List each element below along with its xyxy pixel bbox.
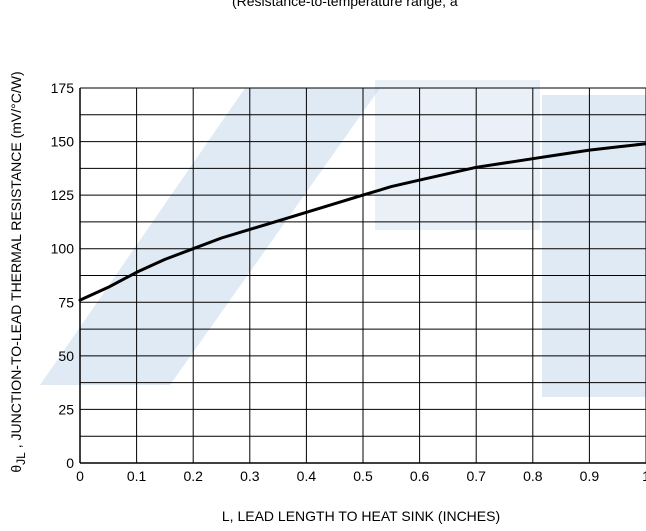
grid xyxy=(79,87,646,464)
y-tick-label: 0 xyxy=(66,455,74,471)
y-axis-label-subscript: JL xyxy=(14,452,28,465)
y-tick-label: 150 xyxy=(51,134,75,150)
y-tick-label: 125 xyxy=(51,187,75,203)
x-tick-label: 0.5 xyxy=(353,468,373,484)
y-axis-label: θJL , JUNCTION-TO-LEAD THERMAL RESISTANC… xyxy=(8,71,28,472)
x-tick-labels: 0 0.1 0.2 0.3 0.4 0.5 0.6 0.7 0.8 0.9 1 xyxy=(76,468,646,484)
x-tick-label: 0.9 xyxy=(580,468,600,484)
series-line xyxy=(78,142,646,302)
y-axis-label-text: , JUNCTION-TO-LEAD THERMAL RESISTANCE (m… xyxy=(8,71,24,452)
watermark-shape xyxy=(375,80,540,230)
x-tick-label: 0.4 xyxy=(297,468,317,484)
watermark xyxy=(40,80,646,397)
x-tick-label: 0.1 xyxy=(127,468,147,484)
y-tick-label: 75 xyxy=(58,294,74,310)
x-tick-label: 0 xyxy=(76,468,84,484)
x-tick-label: 1 xyxy=(642,468,646,484)
x-axis-label: L, LEAD LENGTH TO HEAT SINK (INCHES) xyxy=(222,508,500,524)
watermark-shape xyxy=(40,88,380,385)
plot-frame xyxy=(79,88,646,464)
y-tick-label: 50 xyxy=(58,348,74,364)
y-tick-labels: 0 25 50 75 100 125 150 175 xyxy=(51,80,75,471)
watermark-shape xyxy=(542,95,646,397)
x-tick-label: 0.6 xyxy=(410,468,430,484)
x-tick-label: 0.7 xyxy=(466,468,486,484)
x-tick-label: 0.8 xyxy=(523,468,543,484)
x-tick-label: 0.2 xyxy=(183,468,203,484)
y-tick-label: 175 xyxy=(51,80,75,96)
y-tick-label: 100 xyxy=(51,241,75,257)
y-tick-label: 25 xyxy=(58,401,74,417)
y-axis-label-symbol: θ xyxy=(8,465,24,473)
top-note: (Resistance-to-temperature range, a xyxy=(232,0,458,9)
x-tick-label: 0.3 xyxy=(240,468,260,484)
